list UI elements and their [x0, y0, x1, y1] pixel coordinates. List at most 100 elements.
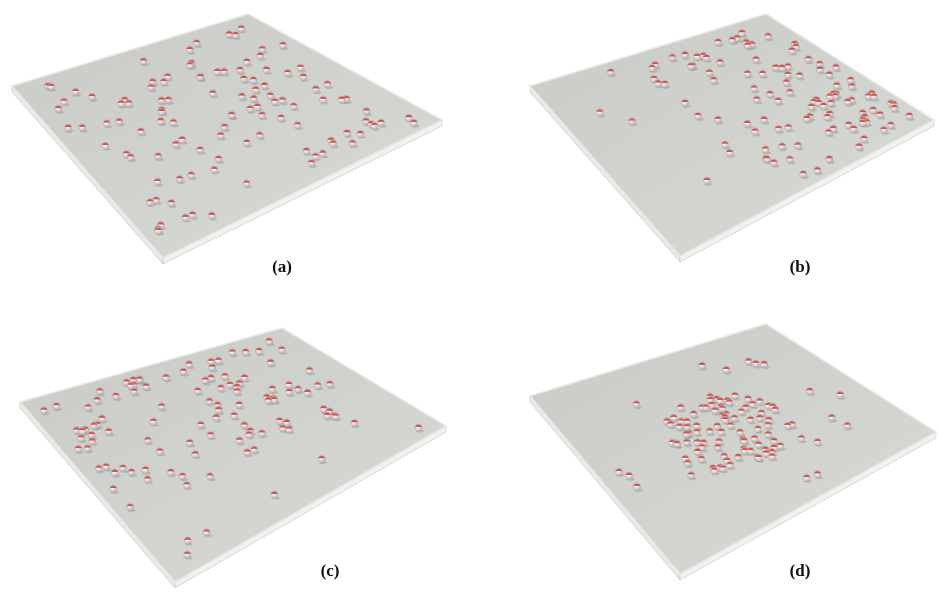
marker-cap — [760, 361, 768, 364]
marker-cap — [172, 141, 180, 144]
marker-cap — [737, 408, 745, 411]
marker-cap — [194, 387, 202, 391]
marker-cap — [698, 444, 706, 447]
marker-cap — [297, 64, 304, 67]
marker-cap — [127, 154, 135, 157]
marker-cap — [771, 406, 779, 409]
marker-cap — [243, 139, 251, 143]
marker-cap — [770, 159, 778, 162]
marker-cap — [831, 92, 839, 96]
marker-cap — [731, 392, 739, 395]
marker-cap — [176, 176, 184, 179]
marker-cap — [615, 468, 623, 472]
marker-cap — [693, 422, 701, 425]
marker-cap — [270, 396, 278, 400]
marker-cap — [362, 118, 370, 121]
marker-cap — [820, 102, 828, 106]
marker-cap — [79, 427, 86, 431]
marker-cap — [278, 346, 286, 349]
marker-cap — [750, 85, 758, 88]
marker-cap — [714, 116, 722, 119]
marker-cap — [88, 93, 96, 97]
marker-cap — [756, 414, 764, 418]
marker-cap — [258, 430, 266, 433]
marker-cap — [95, 465, 103, 468]
marker-cap — [326, 380, 334, 384]
marker-cap — [319, 96, 327, 99]
marker-cap — [847, 76, 854, 80]
marker-cap — [84, 404, 92, 407]
marker-cap — [764, 422, 772, 425]
marker-cap — [320, 405, 327, 409]
marker-cap — [836, 391, 844, 395]
marker-cap — [285, 388, 293, 392]
marker-cap — [673, 440, 681, 444]
marker-cap — [845, 121, 852, 125]
marker-cap — [855, 143, 863, 146]
marker-cap — [733, 35, 741, 38]
marker-cap — [716, 59, 724, 62]
panel-label: (d) — [790, 561, 811, 580]
marker-cap — [683, 418, 691, 421]
marker-cap — [164, 73, 171, 76]
marker-cap — [410, 119, 418, 123]
marker-cap — [254, 103, 261, 107]
marker-cap — [693, 439, 701, 442]
marker-cap — [726, 149, 734, 153]
marker-cap — [252, 86, 260, 89]
marker-cap — [117, 100, 125, 103]
marker-cap — [93, 397, 101, 400]
marker-cap — [796, 72, 803, 75]
marker-cap — [714, 444, 722, 447]
marker-cap — [713, 422, 721, 426]
marker-cap — [761, 146, 769, 149]
marker-cap — [96, 388, 104, 391]
marker-cap — [258, 46, 266, 49]
marker-cap — [814, 438, 821, 442]
marker-cap — [687, 62, 695, 66]
marker-cap — [53, 402, 60, 406]
marker-cap — [850, 125, 858, 129]
marker-cap — [706, 396, 714, 400]
marker-cap — [88, 431, 96, 435]
marker-cap — [833, 82, 841, 85]
marker-cap — [60, 98, 68, 101]
marker-cap — [264, 397, 272, 400]
marker-cap — [788, 47, 796, 50]
marker-cap — [139, 58, 147, 61]
marker-cap — [825, 155, 833, 159]
marker-cap — [240, 75, 248, 79]
marker-cap — [738, 29, 746, 33]
marker-cap — [759, 70, 766, 74]
marker-cap — [183, 481, 191, 485]
marker-cap — [169, 119, 177, 122]
marker-cap — [632, 400, 640, 404]
marker-cap — [865, 93, 872, 96]
marker-cap — [745, 358, 752, 361]
marker-cap — [243, 449, 251, 452]
marker-cap — [703, 177, 711, 181]
marker-cap — [250, 95, 258, 98]
marker-cap — [628, 118, 636, 121]
marker-cap — [343, 129, 351, 133]
marker-cap — [185, 361, 193, 364]
marker-cap — [769, 403, 777, 406]
marker-cap — [625, 472, 633, 475]
marker-cap — [803, 474, 810, 478]
marker-cap — [214, 357, 222, 360]
plate-top — [10, 13, 444, 259]
marker-cap — [318, 455, 325, 459]
marker-cap — [784, 71, 792, 74]
marker-cap — [262, 66, 270, 70]
marker-cap — [279, 425, 287, 428]
marker-cap — [88, 438, 96, 441]
marker-cap — [101, 142, 109, 146]
marker-cap — [721, 416, 729, 420]
marker-cap — [754, 425, 762, 429]
marker-cap — [210, 166, 218, 169]
marker-cap — [237, 25, 245, 28]
marker-cap — [807, 103, 815, 106]
marker-cap — [144, 476, 151, 479]
marker-cap — [119, 464, 127, 468]
marker-cap — [681, 51, 689, 55]
